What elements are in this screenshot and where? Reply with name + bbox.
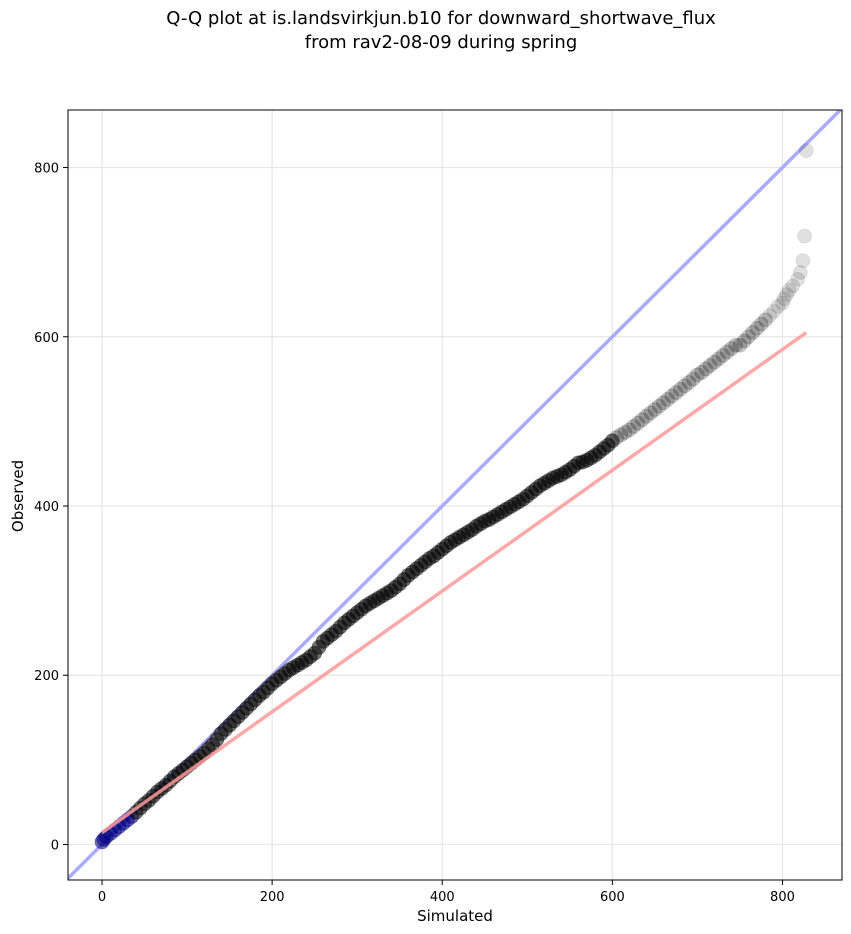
one-to-one-line [68, 110, 842, 880]
data-point [630, 415, 646, 431]
data-point [795, 253, 811, 269]
y-tick-label: 600 [34, 331, 59, 346]
data-point [638, 408, 654, 424]
data-point [643, 405, 659, 421]
grid-lines [68, 110, 842, 880]
data-point [677, 378, 693, 394]
data-point [728, 337, 744, 353]
data-point [779, 286, 795, 302]
data-point [798, 143, 814, 159]
data-point [711, 351, 727, 367]
data-point [702, 358, 718, 374]
data-point [770, 298, 786, 314]
data-point [753, 316, 769, 332]
x-tick-label: 200 [260, 890, 285, 905]
data-point [604, 433, 620, 449]
data-point [797, 228, 813, 244]
data-point [757, 312, 773, 328]
data-point [621, 422, 637, 438]
data-point [781, 282, 797, 298]
data-point [613, 427, 629, 443]
data-point [745, 325, 761, 341]
y-tick-label: 0 [51, 838, 59, 853]
data-point [776, 291, 792, 307]
data-point [790, 271, 806, 287]
chart-title-line-2: from rav2-08-09 during spring [305, 32, 578, 53]
data-point [672, 381, 688, 397]
data-point [626, 418, 642, 434]
data-point [685, 371, 701, 387]
data-points [94, 143, 814, 850]
data-point [655, 395, 671, 411]
x-axis-ticks: 0 200 400 600 800 [98, 880, 795, 905]
y-tick-label: 800 [34, 162, 59, 177]
data-point [762, 308, 778, 324]
data-point [792, 264, 808, 280]
data-point [749, 320, 765, 336]
x-tick-label: 400 [430, 890, 455, 905]
data-point [668, 385, 684, 401]
data-point [740, 329, 756, 345]
data-point [785, 278, 801, 294]
data-point [719, 344, 735, 360]
data-point [736, 333, 752, 349]
y-tick-label: 400 [34, 500, 59, 515]
x-tick-label: 600 [600, 890, 625, 905]
data-point [664, 388, 680, 404]
y-axis-label: Observed [9, 460, 27, 532]
data-point [706, 354, 722, 370]
data-point [634, 412, 650, 428]
data-point [694, 364, 710, 380]
data-point [660, 391, 676, 407]
data-point [698, 361, 714, 377]
data-point [732, 337, 748, 353]
data-point [766, 303, 782, 319]
data-point [723, 341, 739, 357]
plot-frame [67, 109, 843, 881]
data-point [774, 295, 790, 311]
data-point [651, 398, 667, 414]
y-axis-ticks: 0 200 400 600 800 [34, 162, 68, 853]
data-point [689, 367, 705, 383]
data-point [617, 424, 633, 440]
data-point [609, 429, 625, 445]
data-point [647, 402, 663, 418]
data-point [681, 374, 697, 390]
y-tick-label: 200 [34, 669, 59, 684]
fit-line [101, 331, 808, 835]
data-point [715, 347, 731, 363]
x-axis-label: Simulated [417, 907, 493, 925]
x-tick-label: 800 [770, 890, 795, 905]
chart-title-line-1: Q-Q plot at is.landsvirkjun.b10 for down… [166, 8, 716, 29]
plot-area [68, 110, 842, 880]
x-tick-label: 0 [98, 890, 106, 905]
